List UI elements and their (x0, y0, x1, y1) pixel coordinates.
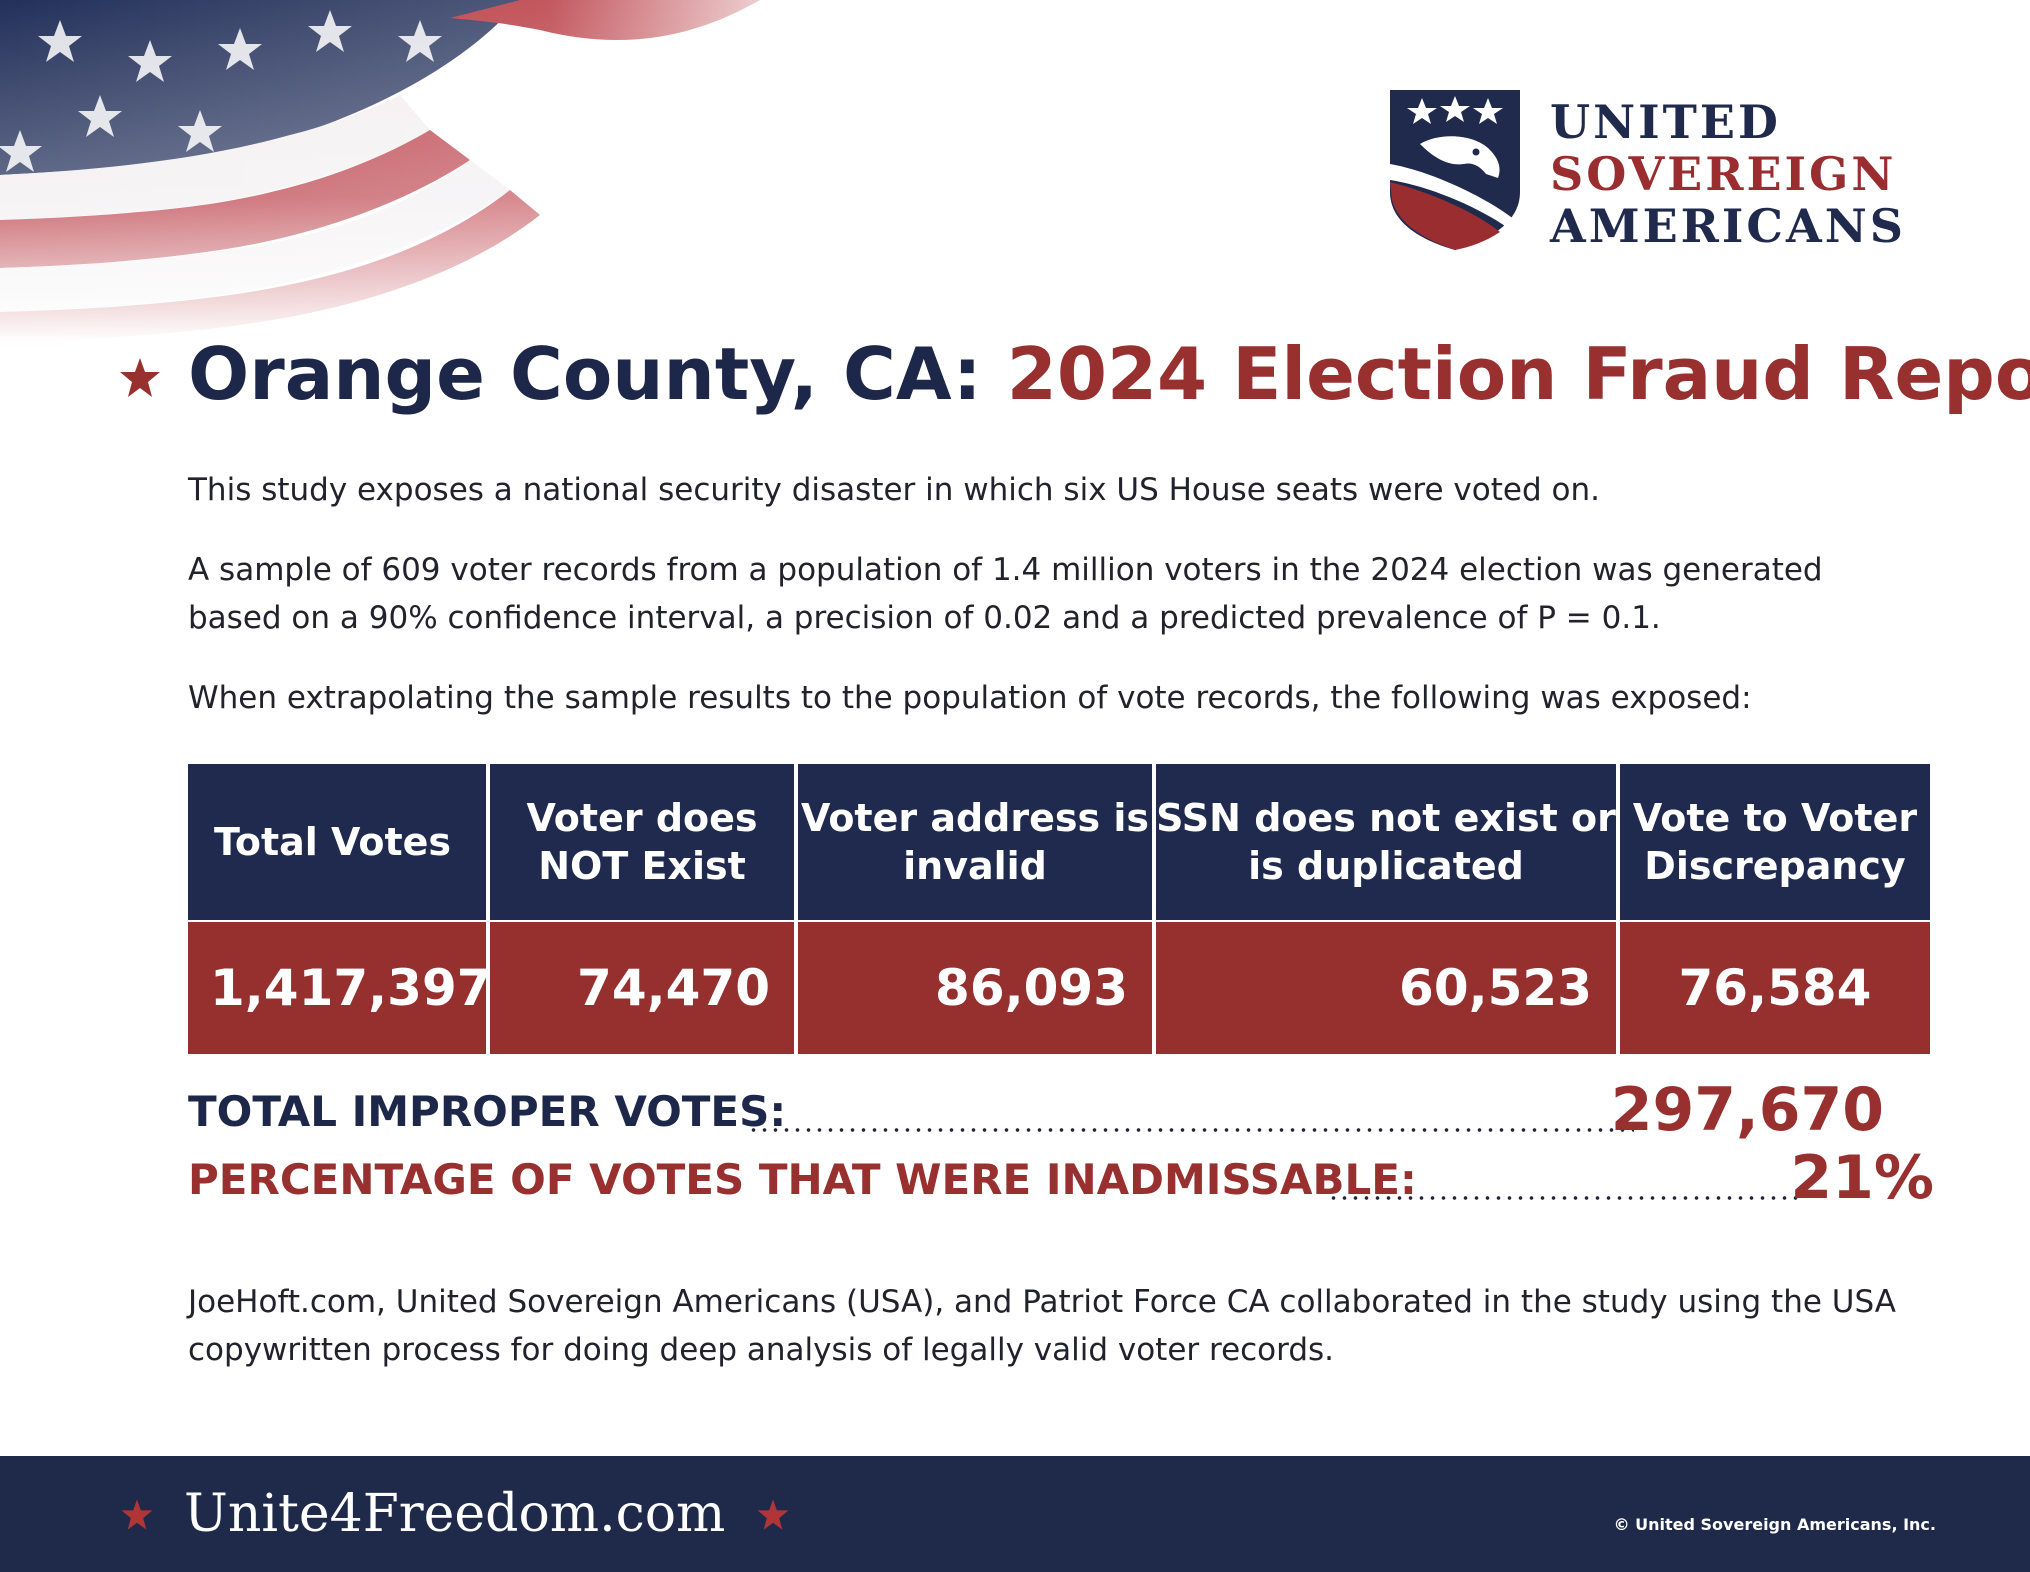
logo-wordmark: UNITED SOVEREIGN AMERICANS (1550, 96, 1906, 252)
table-header-cell: SSN does not exist or is duplicated (1156, 764, 1616, 920)
dot-leader (1328, 1196, 1798, 1200)
title-location: Orange County, CA: (188, 332, 982, 416)
table-value-cell: 86,093 (798, 922, 1152, 1054)
table-value-cell: 76,584 (1620, 922, 1930, 1054)
table-value-cell: 1,417,397 (188, 922, 492, 1054)
page-title: Orange County, CA: 2024 Election Fraud R… (118, 330, 2030, 420)
eagle-shield-icon (1390, 90, 1520, 250)
american-flag-image (0, 0, 1000, 360)
intro-paragraph: This study exposes a national security d… (188, 472, 1600, 508)
star-icon (120, 358, 160, 397)
logo-line-americans: AMERICANS (1550, 199, 1906, 253)
methodology-paragraph: A sample of 609 voter records from a pop… (188, 552, 1823, 636)
logo-line-sovereign: SOVEREIGN (1550, 147, 1897, 201)
star-icon (757, 1499, 789, 1530)
percentage-value: 21% (1790, 1143, 1934, 1213)
title-text: Orange County, CA: 2024 Election Fraud R… (188, 330, 2030, 418)
dot-leader (748, 1128, 1634, 1132)
star-icon (121, 1499, 153, 1530)
website-link[interactable]: Unite4Freedom.com (184, 1484, 726, 1544)
results-table: Total Votes Voter does NOT Exist Voter a… (188, 764, 1930, 1054)
total-improper-value: 297,670 (1610, 1075, 1884, 1145)
credits-paragraph: JoeHoft.com, United Sovereign Americans … (188, 1284, 1896, 1368)
total-improper-label: TOTAL IMPROPER VOTES: (188, 1087, 787, 1136)
title-report-name: 2024 Election Fraud Report (1006, 332, 2030, 416)
inadmissible-percentage-row: PERCENTAGE OF VOTES THAT WERE INADMISSAB… (188, 1146, 1934, 1214)
table-header-cell: Vote to Voter Discrepancy (1620, 764, 1930, 920)
percentage-label: PERCENTAGE OF VOTES THAT WERE INADMISSAB… (188, 1155, 1417, 1204)
table-value-cell: 60,523 (1156, 922, 1616, 1054)
footer-bar: Unite4Freedom.com © United Sovereign Ame… (0, 1456, 2030, 1572)
logo-line-united: UNITED (1550, 95, 1781, 149)
table-header-cell: Voter does NOT Exist (490, 764, 794, 920)
table-header-cell: Voter address is invalid (798, 764, 1152, 920)
usa-logo: UNITED SOVEREIGN AMERICANS (1380, 82, 1960, 262)
table-value-cell: 74,470 (490, 922, 794, 1054)
copyright-text: © United Sovereign Americans, Inc. (1613, 1515, 1936, 1534)
total-improper-votes-row: TOTAL IMPROPER VOTES: 297,670 (188, 1078, 1884, 1146)
findings-intro-paragraph: When extrapolating the sample results to… (188, 680, 1752, 716)
table-header-cell: Total Votes (188, 764, 486, 920)
